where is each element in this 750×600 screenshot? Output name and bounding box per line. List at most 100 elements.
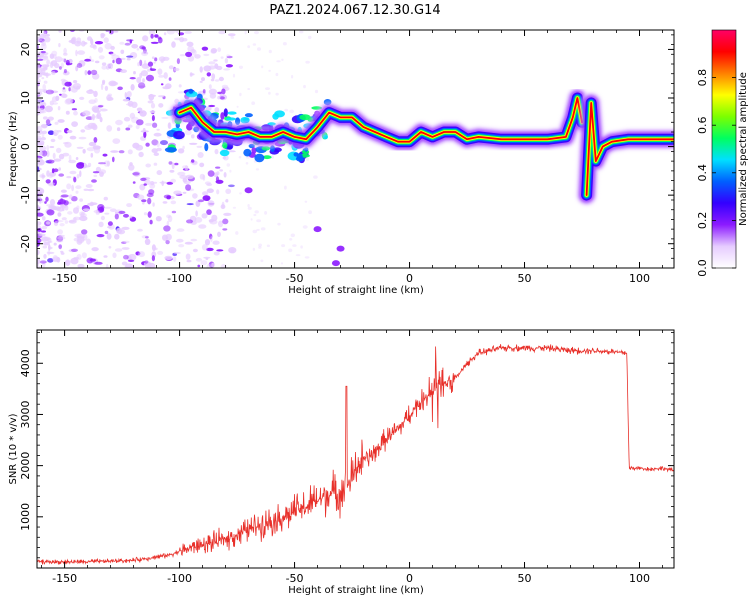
noise-blob xyxy=(153,152,159,156)
noise-blob xyxy=(99,108,108,112)
noise-blob xyxy=(150,41,159,44)
noise-blob xyxy=(143,60,147,66)
noise-blob xyxy=(136,48,140,51)
noise-blob xyxy=(69,135,77,140)
noise-blob xyxy=(222,218,229,225)
noise-blob xyxy=(92,145,101,150)
noise-blob xyxy=(157,68,163,75)
noise-blob xyxy=(61,217,67,221)
noise-blob xyxy=(221,84,229,89)
noise-blob xyxy=(45,179,51,184)
noise-blob xyxy=(173,67,180,72)
noise-blob xyxy=(56,147,62,154)
noise-blob xyxy=(79,170,82,177)
noise-blob xyxy=(313,175,318,179)
noise-blob xyxy=(145,264,151,268)
noise-blob xyxy=(127,259,135,262)
noise-blob xyxy=(265,87,270,90)
noise-blob xyxy=(271,155,274,159)
noise-blob xyxy=(46,59,50,65)
noise-blob xyxy=(73,110,78,116)
noise-blob xyxy=(41,40,46,47)
noise-blob xyxy=(143,48,147,54)
noise-blob xyxy=(226,163,231,167)
noise-blob xyxy=(239,92,242,97)
noise-blob xyxy=(158,103,164,108)
noise-blob xyxy=(119,41,125,45)
noise-blob xyxy=(64,260,70,264)
noise-blob xyxy=(48,204,57,210)
noise-blob xyxy=(42,216,46,221)
noise-blob xyxy=(144,260,149,264)
noise-blob xyxy=(141,199,147,203)
noise-blob xyxy=(151,115,155,122)
noise-blob xyxy=(112,138,121,145)
noise-blob xyxy=(63,47,67,55)
noise-blob xyxy=(75,185,82,190)
spectrogram-plot-area xyxy=(37,30,674,268)
noise-blob xyxy=(116,227,123,234)
noise-blob xyxy=(123,240,130,244)
noise-blob xyxy=(223,212,232,216)
noise-blob xyxy=(184,241,193,245)
noise-blob xyxy=(215,166,221,169)
noise-blob xyxy=(87,70,92,75)
snr-x-axis-label: Height of straight line (km) xyxy=(288,585,424,596)
ridge-blob xyxy=(299,114,311,121)
noise-blob xyxy=(52,102,58,105)
noise-blob xyxy=(163,225,171,232)
ridge-blob xyxy=(225,117,236,121)
noise-blob xyxy=(90,59,95,62)
noise-blob xyxy=(48,240,53,243)
noise-blob xyxy=(46,221,51,225)
noise-blob xyxy=(166,195,171,200)
noise-blob xyxy=(308,210,312,215)
noise-blob xyxy=(195,257,203,262)
noise-blob xyxy=(46,118,51,125)
noise-blob xyxy=(124,92,128,99)
x-tick-label: 100 xyxy=(629,572,650,585)
noise-blob xyxy=(168,65,174,70)
noise-blob xyxy=(114,211,119,215)
snr-panel: -150 -100 -50 0 50 100 1000 2000 3000 4000 Height… xyxy=(8,329,675,596)
noise-blob xyxy=(42,84,46,91)
ridge-blob xyxy=(251,147,257,154)
y-tick-label: 0 xyxy=(19,143,32,150)
ridge-blob xyxy=(244,113,253,118)
noise-blob xyxy=(151,148,158,154)
noise-blob xyxy=(182,145,185,150)
noise-blob xyxy=(112,252,117,259)
noise-blob xyxy=(37,70,42,74)
noise-blob xyxy=(54,62,60,69)
noise-blob xyxy=(254,210,259,214)
noise-blob xyxy=(110,45,115,50)
noise-blob xyxy=(59,93,62,96)
noise-blob xyxy=(44,201,47,204)
noise-blob xyxy=(190,238,198,242)
noise-blob xyxy=(42,241,50,246)
noise-blob xyxy=(125,103,133,106)
noise-blob xyxy=(42,130,47,135)
noise-blob xyxy=(84,58,91,62)
noise-blob xyxy=(157,250,164,255)
noise-blob xyxy=(64,205,69,211)
noise-blob xyxy=(47,258,54,263)
noise-blob xyxy=(281,58,284,61)
noise-blob xyxy=(132,172,140,176)
noise-blob xyxy=(126,203,132,208)
noise-blob xyxy=(204,239,211,246)
noise-blob xyxy=(186,219,193,224)
noise-blob xyxy=(203,53,210,57)
noise-blob xyxy=(221,88,226,95)
noise-blob xyxy=(153,162,158,166)
noise-blob xyxy=(37,98,43,103)
noise-blob xyxy=(206,209,212,216)
noise-blob xyxy=(121,261,128,266)
noise-blob xyxy=(114,233,120,240)
noise-blob xyxy=(223,155,229,161)
noise-blob xyxy=(214,107,220,113)
noise-blob xyxy=(37,104,44,107)
noise-blob xyxy=(149,110,156,114)
noise-blob xyxy=(107,221,113,226)
colorbar-gradient xyxy=(712,30,736,268)
